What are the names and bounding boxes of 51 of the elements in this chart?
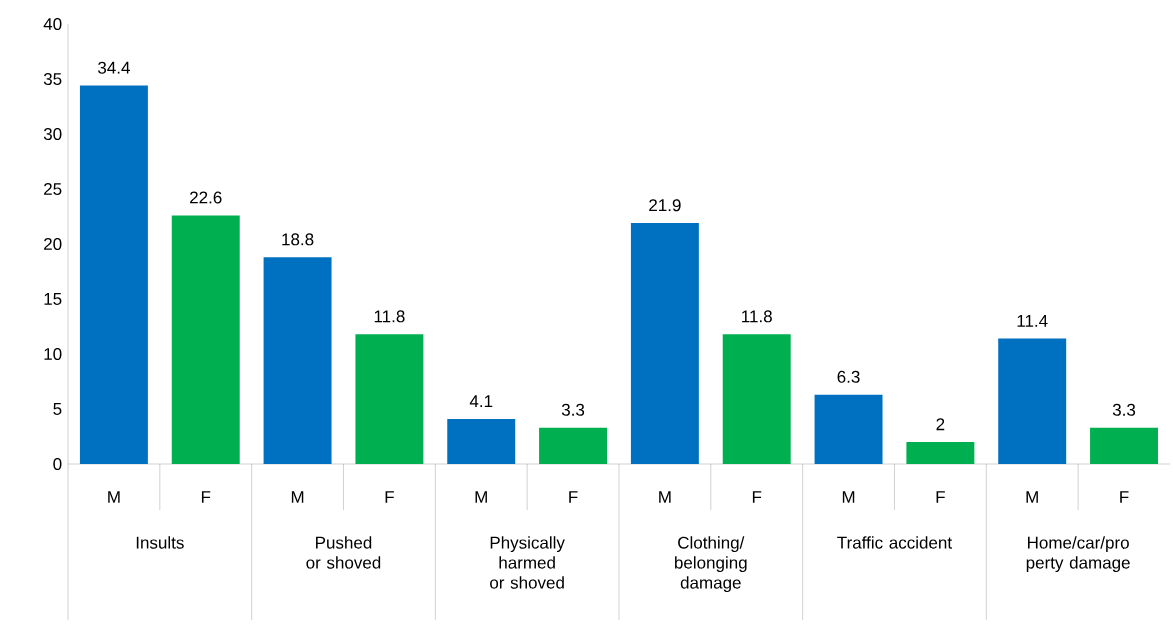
y-tick-label: 10 — [44, 347, 62, 361]
x-tick-label: Pushed or shoved — [306, 536, 381, 569]
text: M — [291, 491, 304, 503]
data-label: 11.4 — [1017, 315, 1048, 327]
y-tick-label: 25 — [44, 182, 62, 196]
y-tick-label: 35 — [43, 72, 62, 86]
bar — [263, 257, 332, 464]
x-tick-label: Physically harmed or shoved — [490, 536, 565, 589]
y-tick-label: 40 — [43, 17, 62, 31]
bar — [539, 427, 608, 464]
bar — [355, 334, 424, 464]
bar — [906, 442, 975, 464]
x-tick-label: Clothing/ belonging damage — [675, 536, 747, 593]
data-label: 11.8 — [742, 310, 772, 323]
text: F — [385, 491, 394, 503]
data-label: 2 — [936, 418, 945, 431]
data-label: 21.9 — [649, 199, 681, 212]
y-tick-label: 30 — [43, 127, 62, 141]
text: M — [659, 491, 671, 503]
text: M — [1026, 491, 1038, 503]
bar — [998, 338, 1067, 464]
data-label: 34.4 — [98, 61, 130, 74]
bar — [171, 215, 240, 464]
series-label: F — [201, 491, 211, 503]
text: F — [1120, 491, 1129, 503]
bar — [630, 223, 699, 464]
y-tick-label: 0 — [53, 457, 62, 471]
data-label: 11.8 — [374, 310, 405, 323]
data-label: 3.3 — [1112, 403, 1136, 416]
series-label: M — [108, 491, 120, 503]
data-label: 6.3 — [837, 370, 860, 383]
x-tick-label: Insults — [136, 536, 184, 549]
bar — [722, 334, 791, 464]
x-tick-label: Home/car/pro perty damage — [1026, 536, 1130, 573]
x-tick-label: Traffic accident — [837, 536, 952, 549]
data-label: 4.1 — [469, 395, 493, 408]
y-tick-label: 20 — [44, 237, 62, 251]
bar — [79, 85, 148, 464]
data-label: 18.8 — [282, 233, 314, 246]
text: F — [569, 491, 578, 503]
bar — [1090, 427, 1158, 464]
y-tick-label: 5 — [53, 403, 62, 415]
bar — [447, 418, 516, 464]
bar — [814, 394, 883, 464]
text: M — [842, 491, 855, 503]
text: F — [752, 491, 762, 503]
y-tick-label: 15 — [44, 293, 62, 305]
data-label: 22.6 — [190, 191, 222, 204]
text: F — [936, 491, 945, 503]
data-label: 3.3 — [561, 403, 585, 416]
text: M — [475, 491, 487, 503]
